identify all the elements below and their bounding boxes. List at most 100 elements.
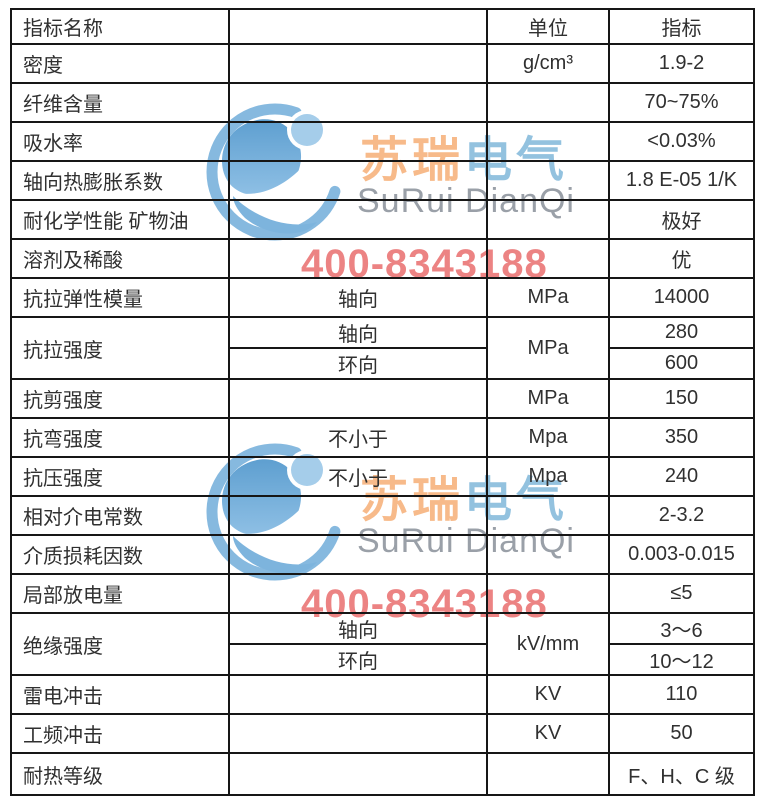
spec-unit-cell [486, 199, 610, 240]
table-row: 抗拉强度 轴向 MPa 280 [10, 316, 755, 380]
spec-cond-cell: 轴向 [228, 277, 488, 318]
spec-value-cell: ≤5 [608, 573, 755, 614]
table-row: 密度 g/cm³ 1.9-2 [10, 43, 755, 84]
spec-name-cell: 耐热等级 [10, 752, 230, 796]
spec-name-cell: 介质损耗因数 [10, 534, 230, 575]
spec-name-cell: 轴向热膨胀系数 [10, 160, 230, 201]
table-row: 轴向热膨胀系数 1.8 E-05 1/K [10, 160, 755, 201]
spec-value-cell: 极好 [608, 199, 755, 240]
spec-unit-cell [486, 238, 610, 279]
spec-name-cell: 耐化学性能 矿物油 [10, 199, 230, 240]
spec-value-cell: 14000 [608, 277, 755, 318]
table-row: 溶剂及稀酸 优 [10, 238, 755, 279]
spec-cond-cell: 不小于 [228, 456, 488, 497]
spec-unit-cell: MPa [486, 378, 610, 419]
table-row: 耐化学性能 矿物油 极好 [10, 199, 755, 240]
spec-cond-cell [228, 674, 488, 715]
table-row: 介质损耗因数 0.003-0.015 [10, 534, 755, 575]
spec-value-cell: <0.03% [608, 121, 755, 162]
spec-value-cell: 1.9-2 [608, 43, 755, 84]
spec-name-cell: 抗拉强度 [10, 316, 230, 380]
spec-value-cell: 110 [608, 674, 755, 715]
spec-name-cell: 绝缘强度 [10, 612, 230, 676]
spec-value-cell: 240 [608, 456, 755, 497]
table-row: 工频冲击 KV 50 [10, 713, 755, 754]
spec-name-cell: 抗压强度 [10, 456, 230, 497]
spec-cond-cell: 轴向 [228, 316, 488, 349]
spec-value-cell: 280 [608, 316, 755, 349]
spec-name-cell: 工频冲击 [10, 713, 230, 754]
table-row: 纤维含量 70~75% [10, 82, 755, 123]
header-cond-cell [228, 8, 488, 45]
spec-unit-cell [486, 534, 610, 575]
header-name-cell: 指标名称 [10, 8, 230, 45]
table-row: 环向 10～12 [11, 643, 755, 676]
table-header-row: 指标名称 单位 指标 [10, 8, 755, 45]
table-row: 局部放电量 ≤5 [10, 573, 755, 614]
spec-value-cell: 0.003-0.015 [608, 534, 755, 575]
spec-name-cell: 抗弯强度 [10, 417, 230, 458]
spec-value-cell: 2-3.2 [608, 495, 755, 536]
spec-cond-cell: 环向 [228, 347, 488, 380]
spec-unit-cell: KV [486, 674, 610, 715]
spec-name-cell: 密度 [10, 43, 230, 84]
spec-cond-cell: 轴向 [228, 612, 488, 645]
spec-name-cell: 相对介电常数 [10, 495, 230, 536]
spec-value-cell: 1.8 E-05 1/K [608, 160, 755, 201]
table-row: 耐热等级 F、H、C 级 [10, 752, 755, 796]
spec-value-cell: 10～12 [608, 643, 755, 676]
spec-name-cell: 局部放电量 [10, 573, 230, 614]
spec-value-cell: 600 [608, 347, 755, 380]
table-row: 抗拉弹性模量 轴向 MPa 14000 [10, 277, 755, 318]
spec-value-cell: 优 [608, 238, 755, 279]
spec-unit-cell: MPa [486, 277, 610, 318]
table-row: 抗弯强度 不小于 Mpa 350 [10, 417, 755, 458]
spec-name-cell: 吸水率 [10, 121, 230, 162]
spec-cond-cell [228, 573, 488, 614]
spec-cond-cell [228, 82, 488, 123]
spec-unit-cell [486, 82, 610, 123]
spec-unit-cell: KV [486, 713, 610, 754]
spec-unit-cell: kV/mm [486, 612, 610, 676]
spec-value-cell: 3～6 [608, 612, 755, 645]
spec-cond-cell [228, 199, 488, 240]
spec-unit-cell [486, 160, 610, 201]
spec-unit-cell: MPa [486, 316, 610, 380]
spec-name-cell: 溶剂及稀酸 [10, 238, 230, 279]
spec-cond-cell [228, 495, 488, 536]
spec-unit-cell [486, 495, 610, 536]
header-unit-cell: 单位 [486, 8, 610, 45]
spec-value-cell: 70~75% [608, 82, 755, 123]
spec-unit-cell: g/cm³ [486, 43, 610, 84]
table-row: 抗压强度 不小于 Mpa 240 [10, 456, 755, 497]
table-row: 抗剪强度 MPa 150 [10, 378, 755, 419]
spec-value-cell: F、H、C 级 [608, 752, 755, 796]
spec-value-cell: 50 [608, 713, 755, 754]
spec-cond-cell [228, 43, 488, 84]
spec-unit-cell [486, 121, 610, 162]
spec-cond-cell: 环向 [228, 643, 488, 676]
spec-name-cell: 雷电冲击 [10, 674, 230, 715]
spec-name-cell: 纤维含量 [10, 82, 230, 123]
spec-cond-cell: 不小于 [228, 417, 488, 458]
spec-value-cell: 350 [608, 417, 755, 458]
spec-unit-cell [486, 752, 610, 796]
table-row: 相对介电常数 2-3.2 [10, 495, 755, 536]
spec-value-cell: 150 [608, 378, 755, 419]
spec-cond-cell [228, 160, 488, 201]
spec-cond-cell [228, 534, 488, 575]
spec-table: 指标名称 单位 指标 密度 g/cm³ 1.9-2 纤维含量 70~75% 吸水… [10, 8, 755, 796]
spec-name-cell: 抗剪强度 [10, 378, 230, 419]
table-row: 吸水率 <0.03% [10, 121, 755, 162]
spec-cond-cell [228, 121, 488, 162]
spec-cond-cell [228, 238, 488, 279]
spec-cond-cell [228, 713, 488, 754]
spec-cond-cell [228, 378, 488, 419]
table-row: 雷电冲击 KV 110 [10, 674, 755, 715]
table-row: 绝缘强度 轴向 kV/mm 3～6 [10, 612, 755, 676]
header-value-cell: 指标 [608, 8, 755, 45]
table-row: 环向 600 [11, 347, 755, 380]
spec-unit-cell: Mpa [486, 456, 610, 497]
spec-cond-cell [228, 752, 488, 796]
spec-name-cell: 抗拉弹性模量 [10, 277, 230, 318]
